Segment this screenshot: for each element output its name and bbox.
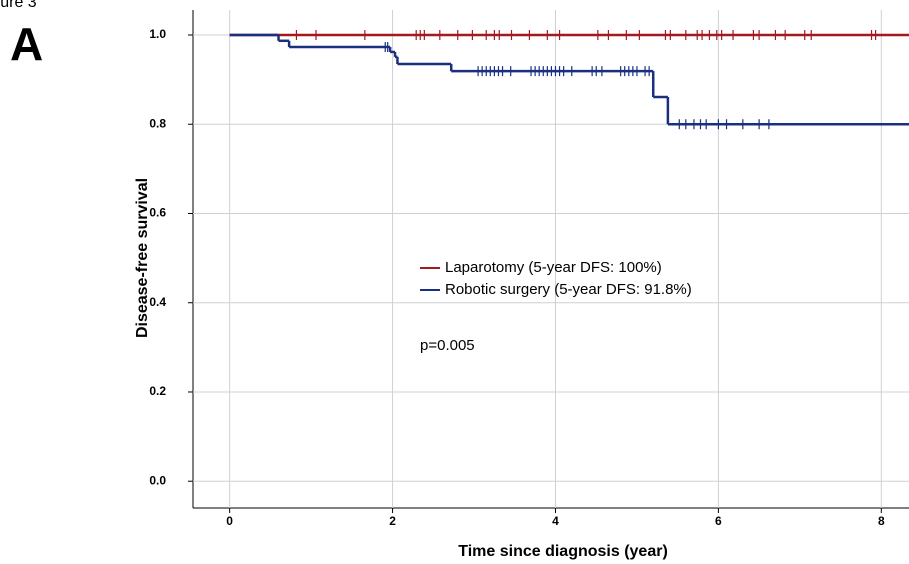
y-tick-label: 0.0 — [149, 473, 166, 487]
panel-label: A — [10, 18, 43, 70]
legend-label: Laparotomy (5-year DFS: 100%) — [445, 259, 662, 276]
x-tick-label: 6 — [715, 514, 722, 528]
x-tick-label: 8 — [878, 514, 885, 528]
y-tick-label: 0.6 — [149, 206, 166, 220]
x-axis-label: Time since diagnosis (year) — [458, 543, 668, 560]
y-tick-label: 0.8 — [149, 116, 166, 130]
x-tick-label: 4 — [552, 514, 559, 528]
y-tick-label: 1.0 — [149, 27, 166, 41]
y-tick-label: 0.2 — [149, 384, 166, 398]
x-tick-label: 2 — [389, 514, 396, 528]
y-tick-label: 0.4 — [149, 295, 166, 309]
x-tick-label: 0 — [226, 514, 233, 528]
figure-label: Figure 3 — [0, 0, 37, 11]
legend-label: Robotic surgery (5-year DFS: 91.8%) — [445, 281, 692, 298]
y-axis-label: Disease-free survival — [134, 178, 151, 338]
annotation: p=0.005 — [420, 337, 475, 354]
